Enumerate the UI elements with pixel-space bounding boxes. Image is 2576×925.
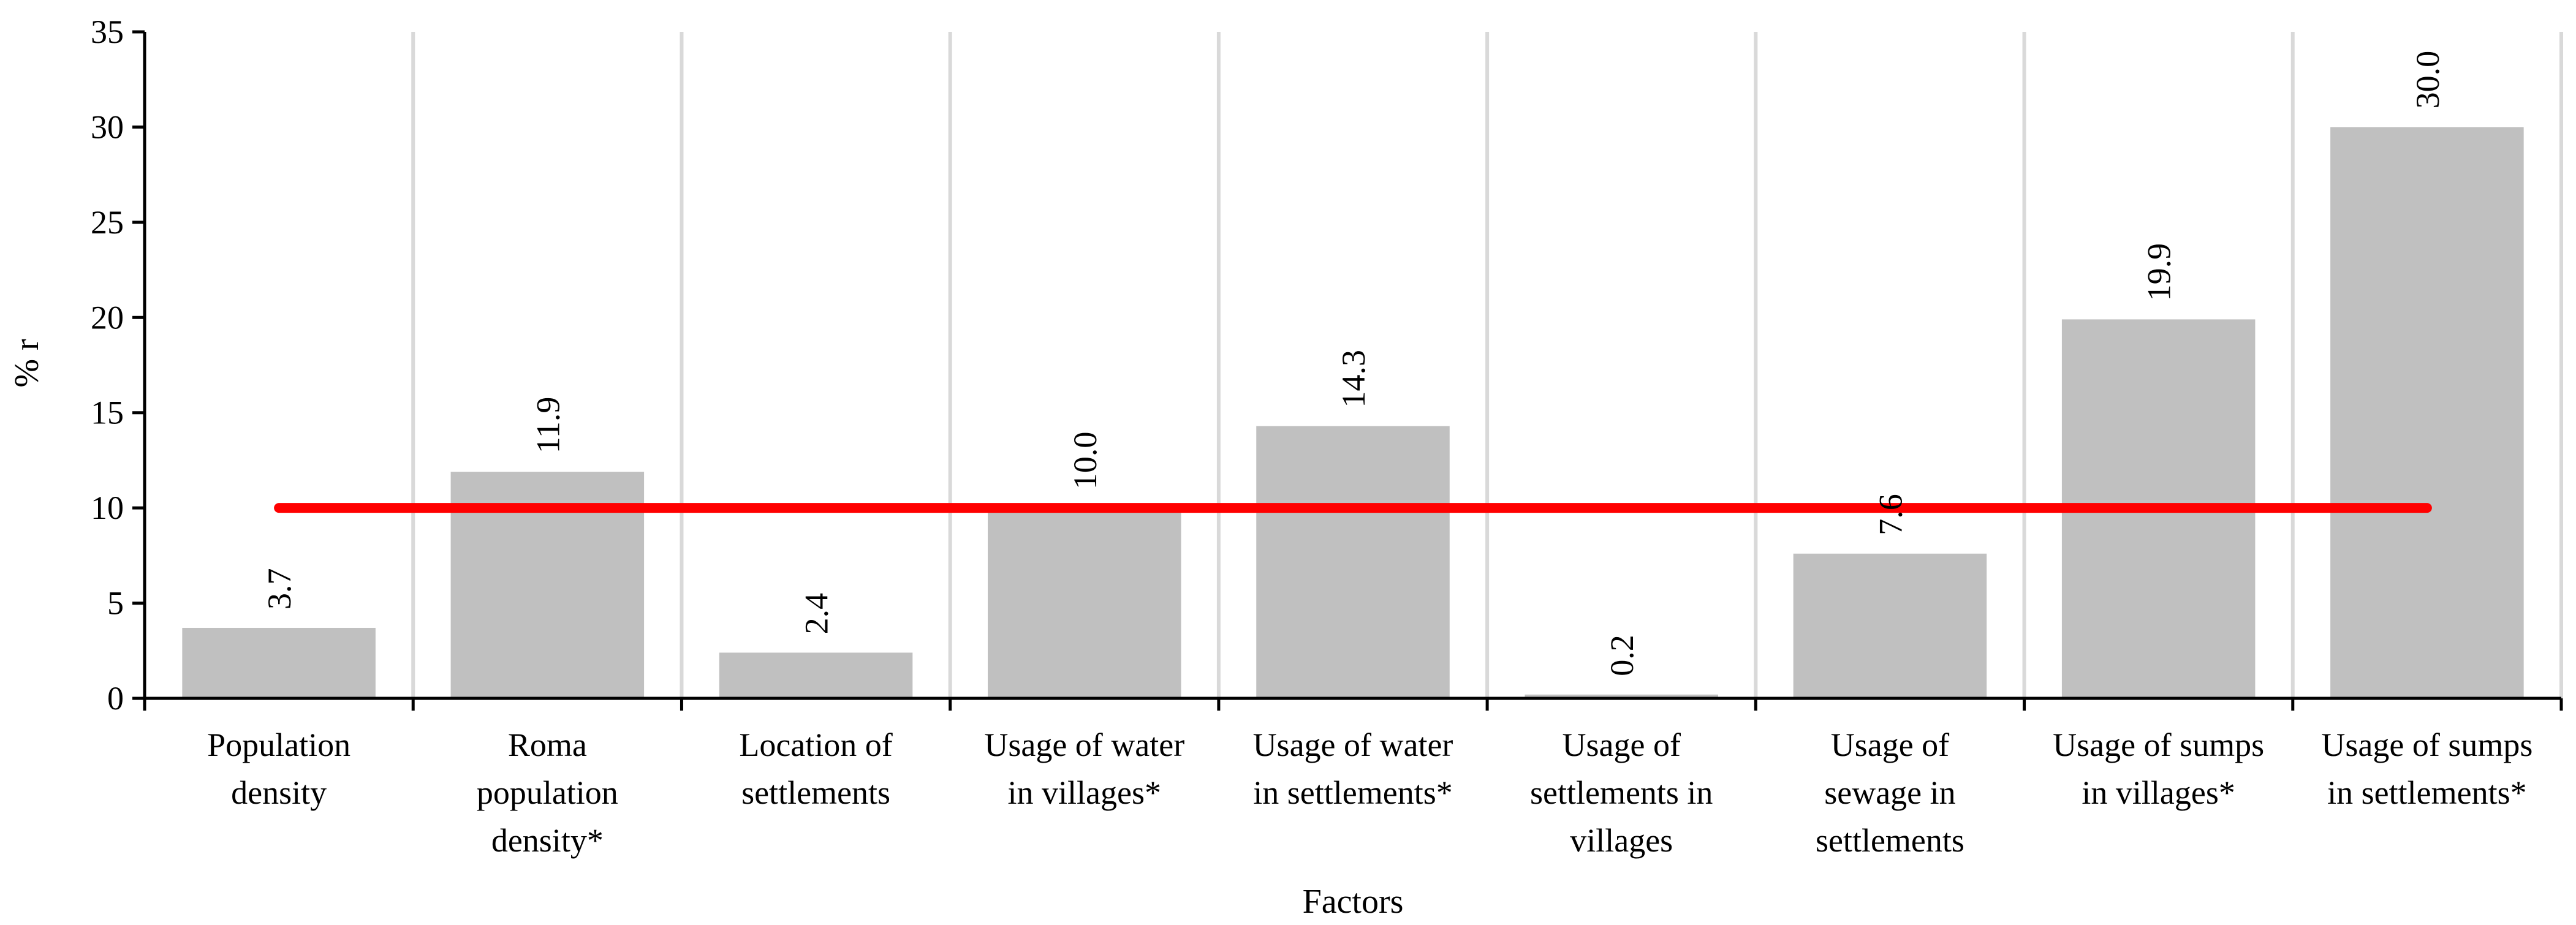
x-category-label-line: Usage of water: [1253, 727, 1453, 763]
x-category-label: Roma population density*: [477, 727, 618, 859]
data-label: 3.7: [261, 568, 298, 610]
y-axis-title: % r: [8, 339, 46, 388]
x-category-label-line: settlements: [1816, 822, 1964, 859]
y-tick-label: 15: [91, 395, 124, 431]
y-tick-label: 25: [91, 204, 124, 241]
y-tick-label: 0: [107, 680, 124, 717]
data-label: 30.0: [2409, 51, 2446, 109]
y-tick-label: 20: [91, 299, 124, 336]
bar: [2330, 127, 2524, 698]
x-category-label: Usage of settlements in villages: [1530, 727, 1713, 859]
x-category-label-line: in villages*: [2082, 774, 2235, 811]
x-category-label-line: population: [477, 774, 618, 811]
x-category-label: Location of settlements: [739, 727, 892, 811]
y-tick-label: 10: [91, 489, 124, 526]
x-category-label-line: density: [231, 774, 327, 811]
data-labels: 3.7 11.9 2.4 10.0 14.3 0.2 7.6 19.9 30.0: [261, 51, 2446, 676]
y-tick-label: 30: [91, 108, 124, 145]
x-category-label: Usage of sumps in villages*: [2053, 727, 2264, 811]
x-category-label-line: Usage of sumps: [2053, 727, 2264, 763]
x-category-labels: Population density Roma population density* L…: [207, 727, 2532, 859]
x-category-label: Usage of water in villages*: [984, 727, 1184, 811]
x-category-label-line: settlements in: [1530, 774, 1713, 811]
x-category-label-line: settlements: [741, 774, 890, 811]
bar: [988, 508, 1181, 698]
x-category-label-line: in settlements*: [2327, 774, 2526, 811]
bar: [1793, 553, 1987, 698]
x-category-label: Usage of sumps in settlements*: [2321, 727, 2532, 811]
x-category-label-line: Roma: [508, 727, 587, 763]
y-tick-label: 35: [91, 13, 124, 50]
y-tick-labels: 0 5 10 15 20 25 30 35: [91, 13, 124, 717]
x-category-label-line: in villages*: [1008, 774, 1161, 811]
x-category-label-line: Usage of: [1563, 727, 1681, 763]
x-category-label-line: Usage of sumps: [2321, 727, 2532, 763]
data-label: 10.0: [1067, 432, 1104, 490]
bar: [1256, 426, 1450, 698]
bar: [719, 652, 913, 698]
data-label: 2.4: [798, 593, 835, 635]
x-category-label: Usage of water in settlements*: [1253, 727, 1453, 811]
category-gridlines: [411, 32, 2563, 698]
x-axis-title: Factors: [1303, 883, 1404, 921]
bar: [182, 627, 376, 698]
x-category-label-line: Usage of: [1831, 727, 1949, 763]
axes: [132, 30, 2563, 711]
x-category-label-line: in settlements*: [1253, 774, 1452, 811]
y-tick-label: 5: [107, 585, 124, 622]
bar: [1525, 694, 1718, 698]
data-label: 19.9: [2141, 243, 2178, 301]
data-label: 7.6: [1872, 494, 1909, 535]
x-category-label: Population density: [207, 727, 350, 811]
data-label: 11.9: [529, 397, 566, 454]
x-category-label-line: Location of: [739, 727, 892, 763]
x-category-label: Usage of sewage in settlements: [1816, 727, 1964, 859]
data-label: 0.2: [1604, 635, 1640, 676]
x-category-label-line: Usage of water: [984, 727, 1184, 763]
x-category-label-line: Population: [207, 727, 350, 763]
x-category-label-line: villages: [1570, 822, 1673, 859]
x-category-label-line: density*: [491, 822, 604, 859]
x-category-label-line: sewage in: [1824, 774, 1955, 811]
data-label: 14.3: [1335, 350, 1372, 408]
